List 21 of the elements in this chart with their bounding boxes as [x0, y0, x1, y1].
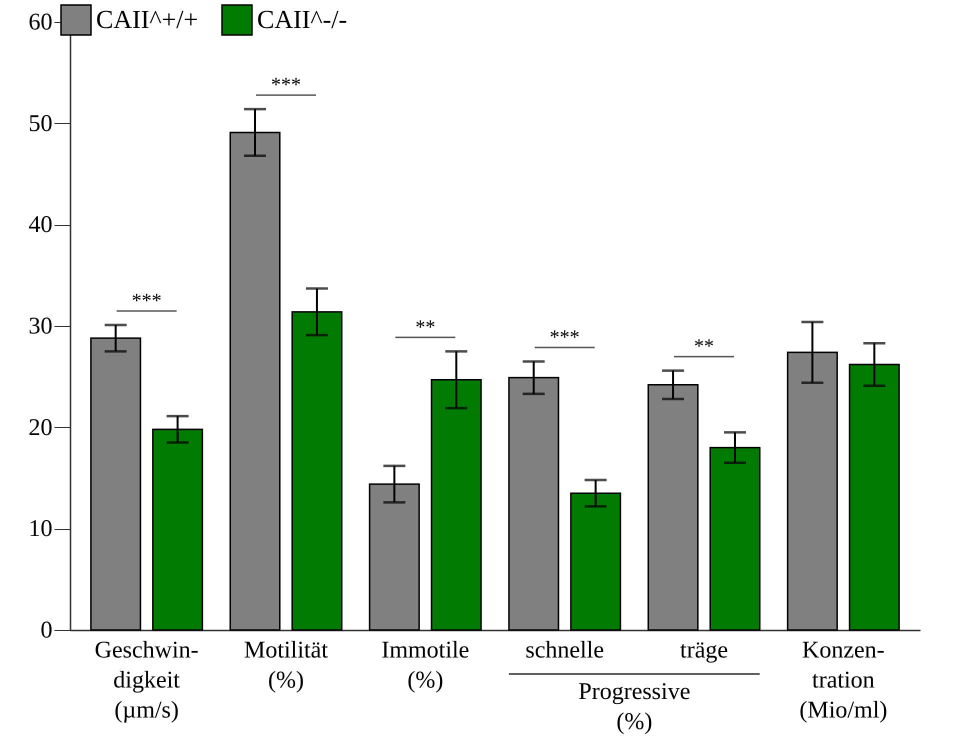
x-tick-label: schnelle [525, 638, 604, 664]
annotation: ** [694, 336, 714, 358]
x-tick-label: Konzen- tration (Mio/ml) [799, 638, 888, 724]
x-tick-label: Motilität (%) [244, 638, 328, 694]
y-tick-label: 60 [28, 10, 52, 36]
y-tick-label: 0 [40, 618, 52, 644]
x-tick-label: Geschwin- digkeit (µm/s) [94, 638, 199, 724]
text: Progressive (%) [578, 679, 690, 735]
legend-label: CAII^-/- [257, 5, 348, 34]
y-tick-label: 50 [28, 110, 52, 137]
x-tick-label: träge [680, 638, 728, 664]
y-tick-label: 40 [28, 212, 52, 238]
annotation: *** [270, 74, 301, 96]
legend-label: CAII^+/+ [96, 5, 198, 34]
y-tick-label: 10 [28, 516, 52, 542]
annotation: ** [415, 316, 436, 338]
annotation: *** [132, 290, 162, 312]
annotation: *** [550, 326, 580, 348]
y-tick-label: 20 [28, 414, 52, 441]
x-tick-label: Immotile (%) [381, 638, 470, 694]
y-tick-label: 30 [28, 314, 52, 340]
